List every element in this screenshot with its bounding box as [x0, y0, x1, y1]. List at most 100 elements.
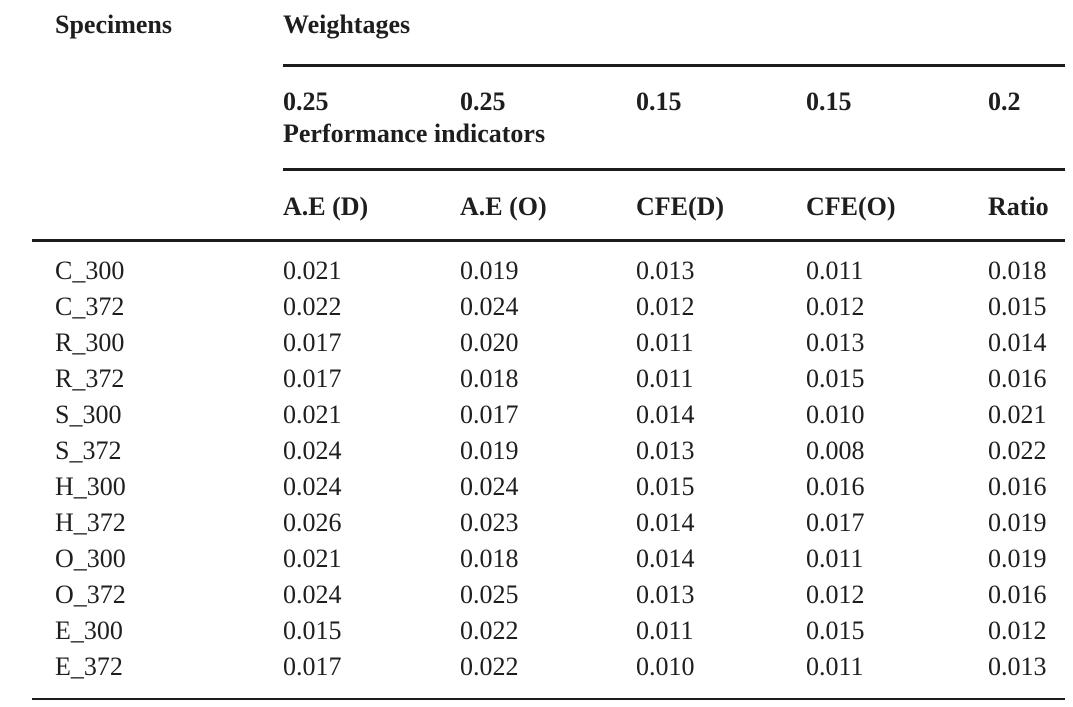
- value-cell: 0.016: [988, 364, 1047, 393]
- empty-cell: [32, 169, 283, 242]
- table-header: Specimens Weightages 0.25 0.25 0.15 0.15…: [32, 0, 1065, 242]
- table-row: C_372 0.022 0.024 0.012 0.012 0.015: [32, 289, 1065, 325]
- value-cell: 0.024: [460, 292, 519, 321]
- weight-value: 0.25: [283, 87, 329, 116]
- table-body: C_300 0.021 0.019 0.013 0.011 0.018 C_37…: [32, 241, 1065, 700]
- weight-value: 0.15: [806, 87, 852, 116]
- value-cell: 0.024: [283, 472, 342, 501]
- specimen-cell: H_300: [55, 472, 126, 501]
- column-header-cfeo: CFE(O): [806, 169, 988, 242]
- value-cell: 0.017: [806, 508, 865, 537]
- value-cell: 0.014: [988, 328, 1047, 357]
- table-row: H_372 0.026 0.023 0.014 0.017 0.019: [32, 505, 1065, 541]
- empty-cell: [32, 66, 283, 119]
- table-row: E_300 0.015 0.022 0.011 0.015 0.012: [32, 613, 1065, 649]
- specimen-cell: S_372: [55, 436, 122, 465]
- value-cell: 0.016: [988, 580, 1047, 609]
- specimen-cell: R_372: [55, 364, 125, 393]
- value-cell: 0.014: [636, 400, 695, 429]
- specimen-cell: O_300: [55, 544, 126, 573]
- value-cell: 0.012: [806, 580, 865, 609]
- value-cell: 0.016: [806, 472, 865, 501]
- value-cell: 0.015: [636, 472, 695, 501]
- specimen-cell: C_300: [55, 256, 125, 285]
- value-cell: 0.022: [460, 616, 519, 645]
- weights-row: 0.25 0.25 0.15 0.15 0.2: [32, 66, 1065, 119]
- value-cell: 0.024: [283, 580, 342, 609]
- value-cell: 0.012: [806, 292, 865, 321]
- performance-indicators-label: Performance indicators: [283, 118, 1065, 171]
- value-cell: 0.018: [988, 256, 1047, 285]
- value-cell: 0.018: [460, 544, 519, 573]
- table-row: H_300 0.024 0.024 0.015 0.016 0.016: [32, 469, 1065, 505]
- value-cell: 0.019: [988, 508, 1047, 537]
- value-cell: 0.017: [283, 328, 342, 357]
- specimen-cell: O_372: [55, 580, 126, 609]
- value-cell: 0.021: [283, 400, 342, 429]
- value-cell: 0.013: [806, 328, 865, 357]
- value-cell: 0.023: [460, 508, 519, 537]
- column-header-cfed: CFE(D): [636, 169, 806, 242]
- table-row: S_372 0.024 0.019 0.013 0.008 0.022: [32, 433, 1065, 469]
- value-cell: 0.017: [283, 364, 342, 393]
- value-cell: 0.011: [636, 616, 694, 645]
- value-cell: 0.011: [636, 364, 694, 393]
- value-cell: 0.022: [988, 436, 1047, 465]
- value-cell: 0.014: [636, 508, 695, 537]
- value-cell: 0.019: [460, 256, 519, 285]
- specimen-cell: E_300: [55, 616, 123, 645]
- value-cell: 0.011: [806, 544, 864, 573]
- value-cell: 0.019: [988, 544, 1047, 573]
- table-row: E_372 0.017 0.022 0.010 0.011 0.013: [32, 649, 1065, 700]
- value-cell: 0.019: [460, 436, 519, 465]
- column-header-ratio: Ratio: [988, 169, 1065, 242]
- value-cell: 0.013: [988, 649, 1065, 700]
- table-row: S_300 0.021 0.017 0.014 0.010 0.021: [32, 397, 1065, 433]
- value-cell: 0.010: [806, 400, 865, 429]
- column-header-aeo: A.E (O): [460, 169, 636, 242]
- specimens-column-header: Specimens: [55, 10, 172, 39]
- value-cell: 0.018: [460, 364, 519, 393]
- value-cell: 0.024: [283, 436, 342, 465]
- value-cell: 0.015: [806, 616, 865, 645]
- table-row: R_300 0.017 0.020 0.011 0.013 0.014: [32, 325, 1065, 361]
- indicator-columns-row: A.E (D) A.E (O) CFE(D) CFE(O) Ratio: [32, 169, 1065, 242]
- value-cell: 0.015: [283, 616, 342, 645]
- table-row: R_372 0.017 0.018 0.011 0.015 0.016: [32, 361, 1065, 397]
- value-cell: 0.017: [283, 649, 460, 700]
- value-cell: 0.012: [988, 616, 1047, 645]
- header-row-top: Specimens Weightages: [32, 0, 1065, 67]
- value-cell: 0.021: [283, 544, 342, 573]
- value-cell: 0.015: [988, 292, 1047, 321]
- weight-value: 0.2: [988, 87, 1021, 116]
- specimen-cell: C_372: [55, 292, 125, 321]
- empty-cell: [32, 118, 283, 170]
- value-cell: 0.020: [460, 328, 519, 357]
- value-cell: 0.013: [636, 256, 695, 285]
- value-cell: 0.015: [806, 364, 865, 393]
- specimen-cell: E_372: [32, 649, 283, 700]
- value-cell: 0.025: [460, 580, 519, 609]
- specimens-weightages-table: Specimens Weightages 0.25 0.25 0.15 0.15…: [32, 0, 1065, 700]
- table-row: O_300 0.021 0.018 0.014 0.011 0.019: [32, 541, 1065, 577]
- performance-indicators-row: Performance indicators: [32, 118, 1065, 171]
- weightages-group-header: Weightages: [283, 0, 1065, 67]
- value-cell: 0.026: [283, 508, 342, 537]
- value-cell: 0.011: [806, 256, 864, 285]
- value-cell: 0.021: [988, 400, 1047, 429]
- specimen-cell: S_300: [55, 400, 122, 429]
- value-cell: 0.013: [636, 580, 695, 609]
- value-cell: 0.014: [636, 544, 695, 573]
- table-row: C_300 0.021 0.019 0.013 0.011 0.018: [32, 241, 1065, 290]
- specimen-cell: H_372: [55, 508, 126, 537]
- specimen-cell: R_300: [55, 328, 125, 357]
- value-cell: 0.022: [283, 292, 342, 321]
- weight-value: 0.25: [460, 87, 506, 116]
- value-cell: 0.011: [806, 649, 988, 700]
- value-cell: 0.013: [636, 436, 695, 465]
- table-row: O_372 0.024 0.025 0.013 0.012 0.016: [32, 577, 1065, 613]
- value-cell: 0.024: [460, 472, 519, 501]
- value-cell: 0.012: [636, 292, 695, 321]
- value-cell: 0.008: [806, 436, 865, 465]
- value-cell: 0.010: [636, 649, 806, 700]
